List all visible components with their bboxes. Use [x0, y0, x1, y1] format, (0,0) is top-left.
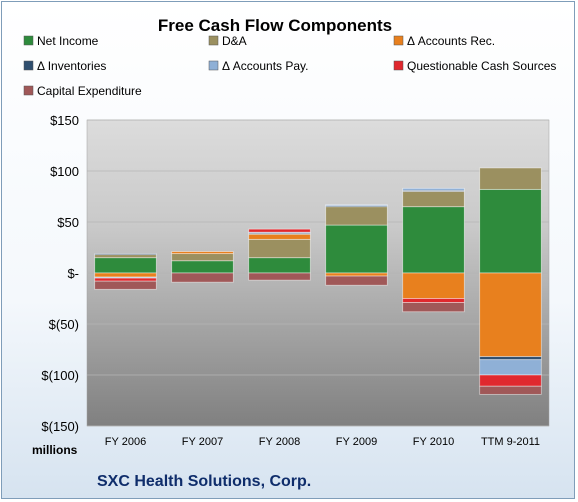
bar-segment-accounts-rec — [248, 233, 311, 240]
bar-segment-inventories — [94, 253, 157, 256]
legend-item-inventories: Δ Inventories — [23, 59, 106, 73]
company-name: SXC Health Solutions, Corp. — [97, 473, 311, 490]
bars — [94, 167, 542, 395]
x-tick-label: FY 2008 — [259, 436, 300, 448]
bar-segment-d-a — [402, 190, 465, 208]
bar-segment-accounts-rec — [479, 272, 542, 358]
bar-segment-inventories — [479, 356, 542, 361]
bar-segment-d-a — [325, 206, 388, 226]
gridlines — [87, 119, 549, 427]
bar-segment-net-income — [171, 260, 234, 274]
chart-title: Free Cash Flow Components — [158, 16, 392, 35]
legend-label: Net Income — [37, 34, 99, 48]
legend-swatch — [208, 60, 219, 71]
bar-segment-accounts-rec — [171, 251, 234, 255]
bar-segment-accounts-pay — [402, 187, 465, 191]
bar-segment-questionable-cash-sources — [402, 298, 465, 303]
bar-segment-accounts-rec — [402, 272, 465, 299]
bar-segment-net-income — [479, 188, 542, 274]
legend-swatch — [23, 85, 34, 96]
bar-segment-d-a — [479, 167, 542, 190]
bar-segment-capital-expenditure — [479, 385, 542, 395]
bar-segment-capital-expenditure — [248, 272, 311, 281]
legend-label: D&A — [222, 34, 247, 48]
bar-segment-accounts-rec — [94, 272, 157, 278]
legend-item-d-a: D&A — [208, 34, 247, 48]
legend-item-capital-expenditure: Capital Expenditure — [23, 84, 142, 98]
legend-swatch — [23, 35, 34, 46]
y-tick-label: $50 — [57, 215, 79, 230]
legend-item-net-income: Net Income — [23, 34, 99, 48]
legend-label: Δ Accounts Rec. — [407, 34, 495, 48]
y-tick-label: $- — [67, 266, 79, 281]
units-label: millions — [32, 443, 78, 457]
bar-segment-net-income — [94, 257, 157, 274]
y-axis-ticks: $150 $100 $50 $- $(50) $(100) $(150) — [41, 113, 79, 434]
legend-item-questionable-cash-sources: Questionable Cash Sources — [393, 59, 556, 73]
legend-label: Questionable Cash Sources — [407, 59, 556, 73]
x-tick-label: FY 2006 — [105, 436, 146, 448]
legend-label: Capital Expenditure — [37, 84, 142, 98]
bar-segment-questionable-cash-sources — [248, 228, 311, 233]
bar-segment-capital-expenditure — [402, 302, 465, 313]
x-tick-label: FY 2010 — [413, 436, 454, 448]
y-tick-label: $150 — [50, 113, 79, 128]
bar-segment-accounts-pay — [325, 204, 388, 207]
legend: Net Income D&A Δ Accounts Rec. Δ Inventorie… — [23, 34, 556, 98]
bar-segment-d-a — [248, 238, 311, 259]
bar-segment-net-income — [325, 224, 388, 274]
legend-swatch — [23, 60, 34, 71]
legend-item-accounts-pay: Δ Accounts Pay. — [208, 59, 309, 73]
bar-segment-capital-expenditure — [171, 272, 234, 283]
bar-segment-d-a — [94, 254, 157, 259]
bar-segment-questionable-cash-sources — [94, 277, 157, 282]
bar-segment-d-a — [171, 253, 234, 262]
legend-swatch — [208, 35, 219, 46]
y-tick-label: $(100) — [41, 368, 79, 383]
y-tick-label: $100 — [50, 164, 79, 179]
y-tick-label: $(150) — [41, 419, 79, 434]
bar-segment-capital-expenditure — [94, 280, 157, 290]
x-tick-label: FY 2007 — [182, 436, 223, 448]
bar-segment-accounts-rec — [325, 272, 388, 277]
bar-segment-accounts-pay — [479, 359, 542, 376]
legend-label: Δ Inventories — [37, 59, 106, 73]
legend-swatch — [393, 35, 404, 46]
x-tick-label: TTM 9-2011 — [481, 436, 540, 448]
legend-label: Δ Accounts Pay. — [222, 59, 309, 73]
legend-swatch — [393, 60, 404, 71]
x-axis-ticks: FY 2006 FY 2007 FY 2008 FY 2009 FY 2010 TTM 9… — [105, 436, 540, 448]
bar-segment-net-income — [248, 257, 311, 274]
y-tick-label: $(50) — [49, 317, 79, 332]
x-tick-label: FY 2009 — [336, 436, 377, 448]
bar-segment-capital-expenditure — [325, 275, 388, 286]
bar-segment-questionable-cash-sources — [479, 374, 542, 387]
legend-item-accounts-rec: Δ Accounts Rec. — [393, 34, 495, 48]
bar-segment-net-income — [402, 206, 465, 274]
